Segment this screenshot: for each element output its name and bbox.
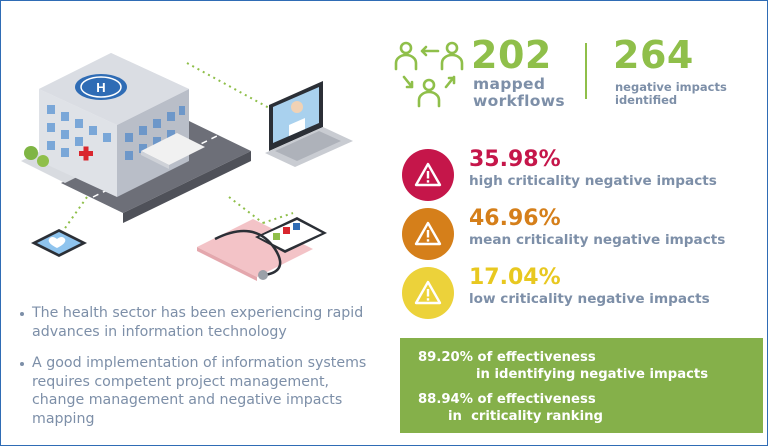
high-criticality-percent: 35.98% bbox=[469, 147, 561, 172]
criticality-item-low: 17.04% low criticality negative impacts bbox=[402, 265, 762, 323]
criticality-item-high: 35.98% high criticality negative impacts bbox=[402, 147, 762, 205]
stats-divider bbox=[585, 43, 587, 99]
bullet-dot bbox=[20, 362, 24, 366]
clipboard-stethoscope-illustration bbox=[197, 217, 327, 281]
intro-bullet-list: The health sector has been experiencing … bbox=[19, 304, 379, 441]
negative-impacts-label-line1: negative impacts bbox=[615, 80, 727, 94]
bullet-dot bbox=[20, 312, 24, 316]
hospital-network-illustration: H bbox=[21, 53, 353, 281]
svg-text:H: H bbox=[96, 80, 105, 95]
dotted-connector-lines bbox=[62, 62, 294, 232]
high-criticality-badge bbox=[402, 149, 454, 201]
negative-impacts-count: 264 bbox=[613, 33, 694, 77]
workflow-people-icon bbox=[394, 41, 464, 108]
low-criticality-percent: 17.04% bbox=[469, 265, 561, 290]
criticality-item-mean: 46.96% mean criticality negative impacts bbox=[402, 206, 762, 264]
mean-criticality-badge bbox=[402, 208, 454, 260]
bullet-item: A good implementation of information sys… bbox=[19, 354, 379, 428]
smartphone-heart-illustration bbox=[31, 229, 87, 257]
high-criticality-label: high criticality negative impacts bbox=[469, 173, 717, 189]
effectiveness-ranking-label: in criticality ranking bbox=[448, 409, 603, 424]
negative-impacts-label: negative impacts identified bbox=[615, 81, 727, 107]
bullet-text: A good implementation of information sys… bbox=[32, 355, 367, 427]
bullet-text: The health sector has been experiencing … bbox=[32, 305, 364, 340]
bullet-item: The health sector has been experiencing … bbox=[19, 304, 379, 341]
negative-impacts-label-line2: identified bbox=[615, 93, 678, 107]
workflows-label: mapped workflows bbox=[473, 76, 565, 110]
hospital-building-illustration: H bbox=[24, 53, 205, 197]
laptop-doctor-illustration bbox=[265, 81, 353, 167]
workflows-label-line2: workflows bbox=[473, 92, 565, 110]
effectiveness-identify-value: 89.20% of effectiveness bbox=[418, 350, 596, 365]
effectiveness-ranking-value: 88.94% of effectiveness bbox=[418, 392, 596, 407]
low-criticality-label: low criticality negative impacts bbox=[469, 291, 710, 307]
warning-triangle-icon bbox=[414, 162, 442, 187]
warning-triangle-icon bbox=[414, 280, 442, 305]
workflows-label-line1: mapped bbox=[473, 75, 546, 93]
warning-triangle-icon bbox=[414, 221, 442, 246]
mean-criticality-percent: 46.96% bbox=[469, 206, 561, 231]
low-criticality-badge bbox=[402, 267, 454, 319]
effectiveness-identify-label: in identifying negative impacts bbox=[476, 367, 709, 382]
workflows-count: 202 bbox=[471, 33, 552, 77]
mean-criticality-label: mean criticality negative impacts bbox=[469, 232, 726, 248]
effectiveness-summary-box: 89.20% of effectiveness in identifying n… bbox=[400, 338, 763, 433]
